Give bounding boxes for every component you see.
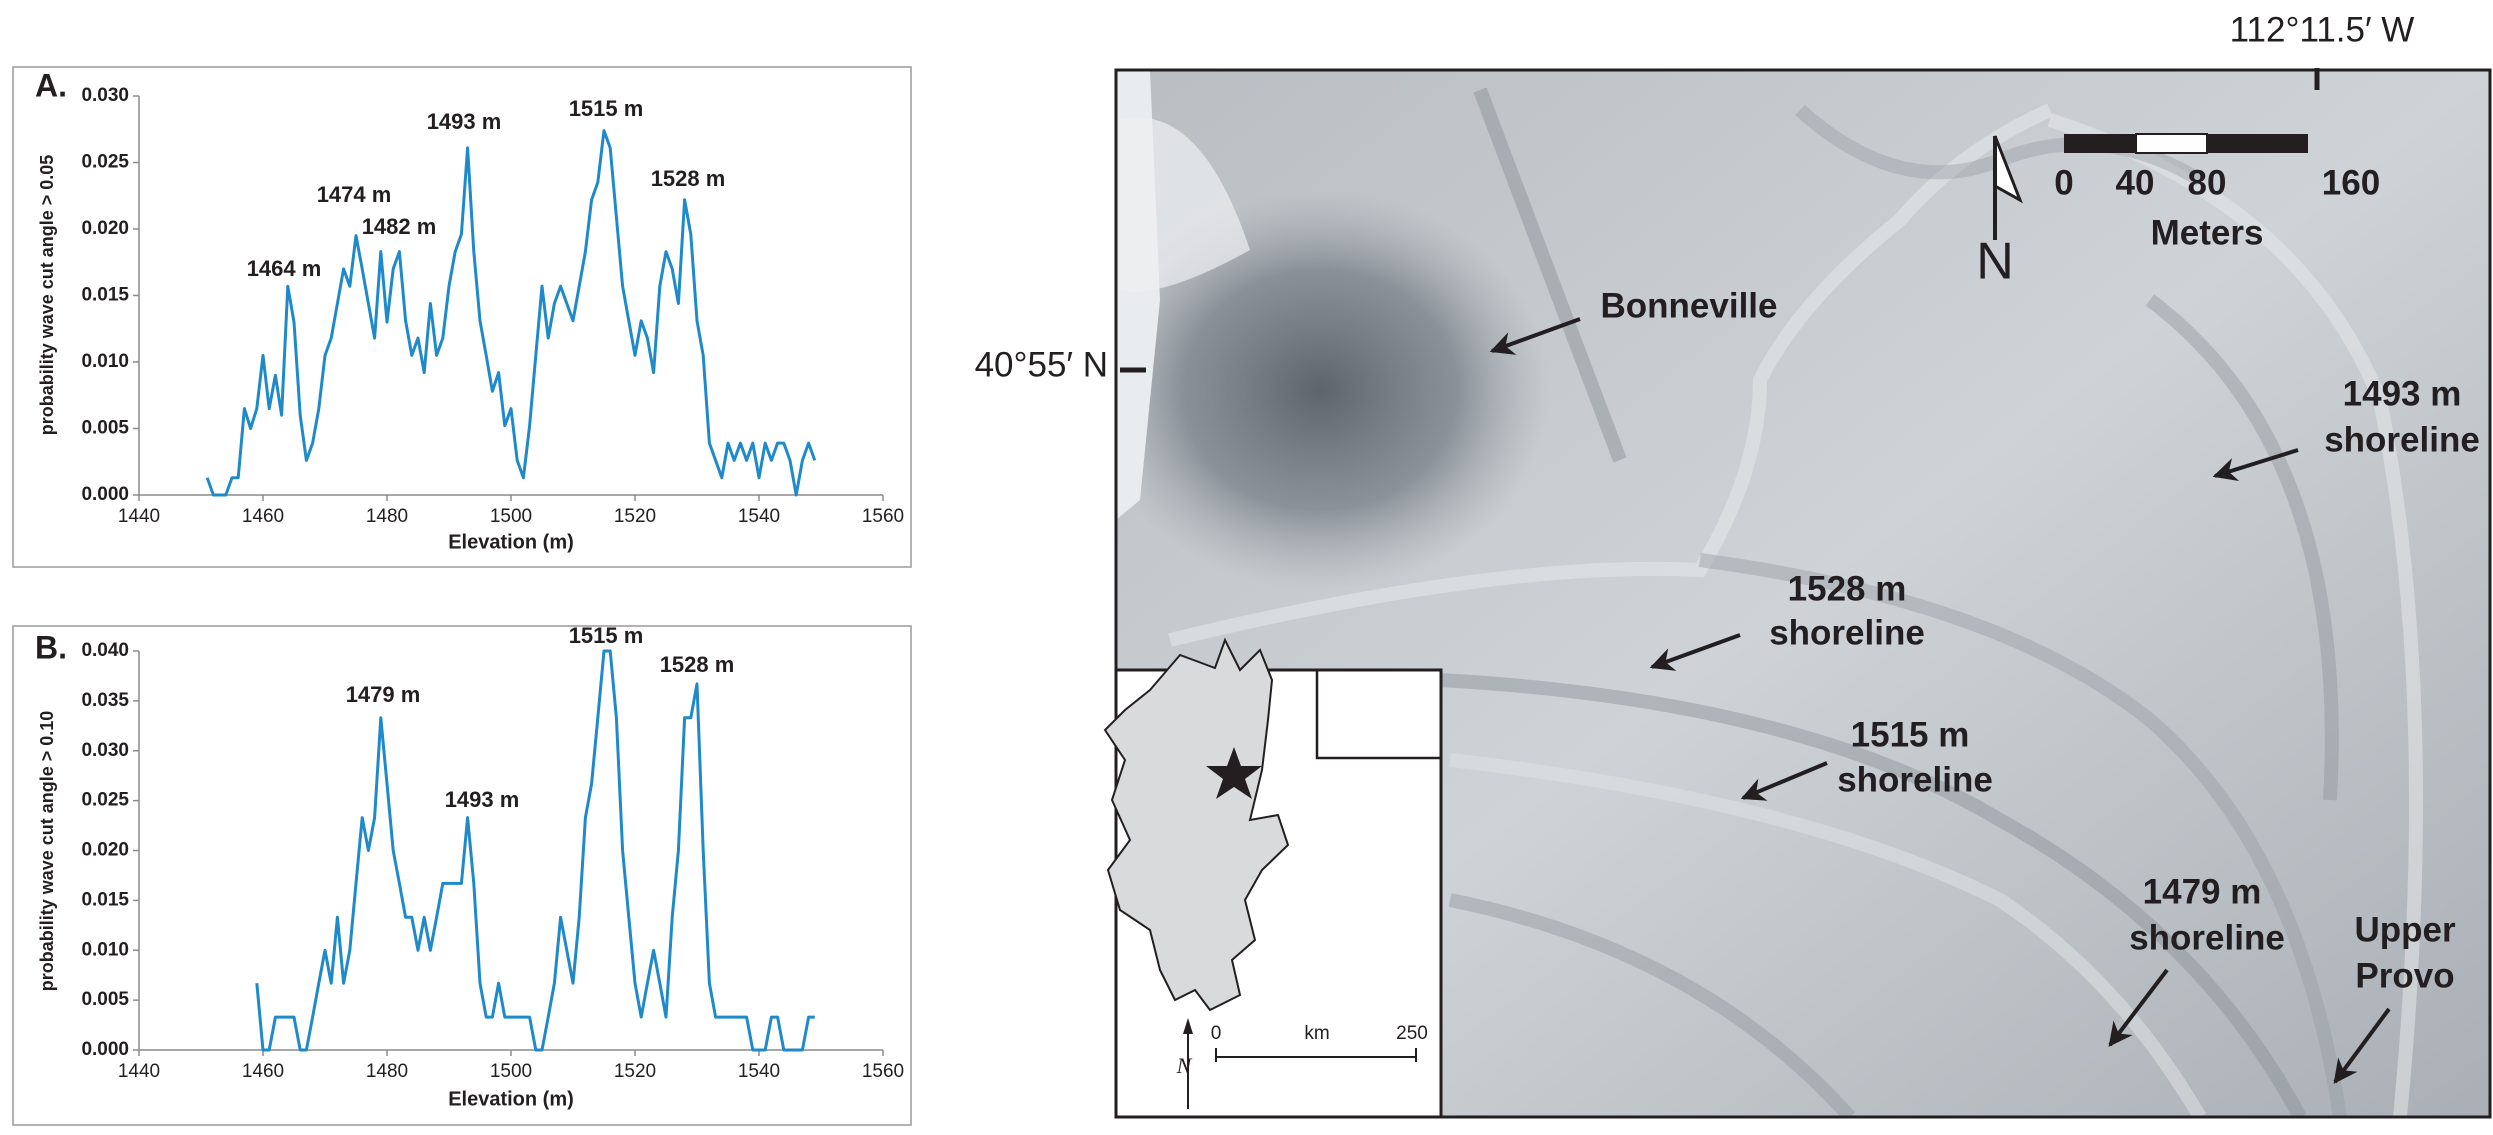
y-tick-label: 0.030: [81, 740, 129, 761]
inset-scale-label: 250: [1396, 1023, 1428, 1044]
y-tick-label: 0.010: [81, 939, 129, 960]
x-tick-label: 1540: [738, 1061, 780, 1082]
panel-label: B.: [35, 629, 67, 665]
y-tick-label: 0.040: [81, 640, 129, 661]
x-tick-label: 1500: [490, 1061, 532, 1082]
scale-bar: [2135, 133, 2208, 154]
map-label: shoreline: [2129, 918, 2285, 957]
map-label: shoreline: [1769, 613, 1925, 652]
y-tick-label: 0.005: [81, 989, 129, 1010]
y-tick-label: 0.030: [81, 85, 129, 106]
y-tick-label: 0.020: [81, 218, 129, 239]
map-label: Upper: [2354, 910, 2456, 949]
map-relief: [1116, 190, 1550, 590]
inset-scale-label: 0: [1211, 1023, 1222, 1044]
x-tick-label: 1460: [242, 1061, 284, 1082]
x-tick-label: 1480: [366, 1061, 408, 1082]
latitude-label: 40°55′ N: [975, 345, 1108, 384]
map-label: shoreline: [2324, 420, 2480, 459]
map-label: Bonneville: [1601, 286, 1778, 325]
peak-label: 1493 m: [445, 787, 520, 812]
peak-label: 1482 m: [362, 214, 437, 239]
y-tick-label: 0.020: [81, 840, 129, 861]
x-tick-label: 1520: [614, 506, 656, 527]
location-star: [1206, 747, 1262, 799]
north-label: N: [1976, 233, 2014, 291]
y-tick-label: 0.010: [81, 351, 129, 372]
label-arrow: [1489, 317, 2391, 1084]
map-label: Provo: [2355, 956, 2454, 995]
y-axis-label: probability wave cut angle > 0.05: [37, 155, 57, 436]
longitude-label: 112°11.5′ W: [2230, 10, 2415, 49]
map-frame: [1114, 68, 2492, 1119]
peak-label: 1493 m: [427, 109, 502, 134]
peak-label: 1474 m: [317, 182, 392, 207]
peak-label: 1528 m: [651, 166, 726, 191]
lake-outline: [1103, 637, 1290, 1012]
map-label: 1528 m: [1788, 569, 1907, 608]
panel-label: A.: [35, 67, 67, 103]
x-tick-label: 1540: [738, 506, 780, 527]
inset-north-arrow: [1183, 1018, 1193, 1034]
inset-north-label: N: [1176, 1053, 1193, 1078]
x-tick-label: 1440: [118, 1061, 160, 1082]
y-tick-label: 0.015: [81, 889, 129, 910]
map: 112°11.5′ W 40°55′ N 0 40 80 160 Meters …: [975, 10, 2492, 1119]
map-label: shoreline: [1837, 760, 1993, 799]
x-tick-label: 1460: [242, 506, 284, 527]
x-tick-label: 1480: [366, 506, 408, 527]
inset-scale-unit: km: [1304, 1023, 1329, 1044]
scale-bar: [2064, 134, 2136, 153]
peak-label: 1479 m: [346, 682, 421, 707]
x-axis-label: Elevation (m): [448, 1088, 574, 1110]
data-line: [255, 649, 815, 1052]
peak-label: 1528 m: [660, 652, 735, 677]
scale-label: 160: [2322, 163, 2380, 202]
map-label: 1493 m: [2343, 374, 2462, 413]
scale-bar: [2207, 134, 2308, 153]
peak-label: 1515 m: [569, 96, 644, 121]
peak-label: 1464 m: [247, 256, 322, 281]
map-relief: [1168, 87, 2423, 1117]
x-tick-label: 1500: [490, 506, 532, 527]
inset-border: [1315, 670, 1441, 760]
y-axis-label: probability wave cut angle > 0.10: [37, 711, 57, 992]
y-tick-label: 0.035: [81, 690, 129, 711]
y-tick-label: 0.005: [81, 418, 129, 439]
x-axis-label: Elevation (m): [448, 531, 574, 553]
y-tick-label: 0.000: [81, 484, 129, 505]
y-tick-label: 0.015: [81, 285, 129, 306]
y-tick-label: 0.025: [81, 152, 129, 173]
x-tick-label: 1520: [614, 1061, 656, 1082]
data-line: [205, 129, 817, 497]
scale-label: 80: [2188, 163, 2227, 202]
map-label: 1515 m: [1851, 715, 1970, 754]
scale-label: 40: [2116, 163, 2155, 202]
map-relief: [1120, 117, 1250, 292]
y-tick-label: 0.000: [81, 1039, 129, 1060]
chart-frame: [12, 66, 912, 568]
scale-label: 0: [2054, 163, 2073, 202]
map-label: 1479 m: [2143, 872, 2262, 911]
x-tick-label: 1560: [862, 506, 904, 527]
inset-map: 0 km 250 N: [1103, 637, 1443, 1119]
x-tick-label: 1440: [118, 506, 160, 527]
y-tick-label: 0.025: [81, 790, 129, 811]
x-tick-label: 1560: [862, 1061, 904, 1082]
scale-unit: Meters: [2151, 213, 2264, 252]
peak-label: 1515 m: [569, 623, 644, 648]
